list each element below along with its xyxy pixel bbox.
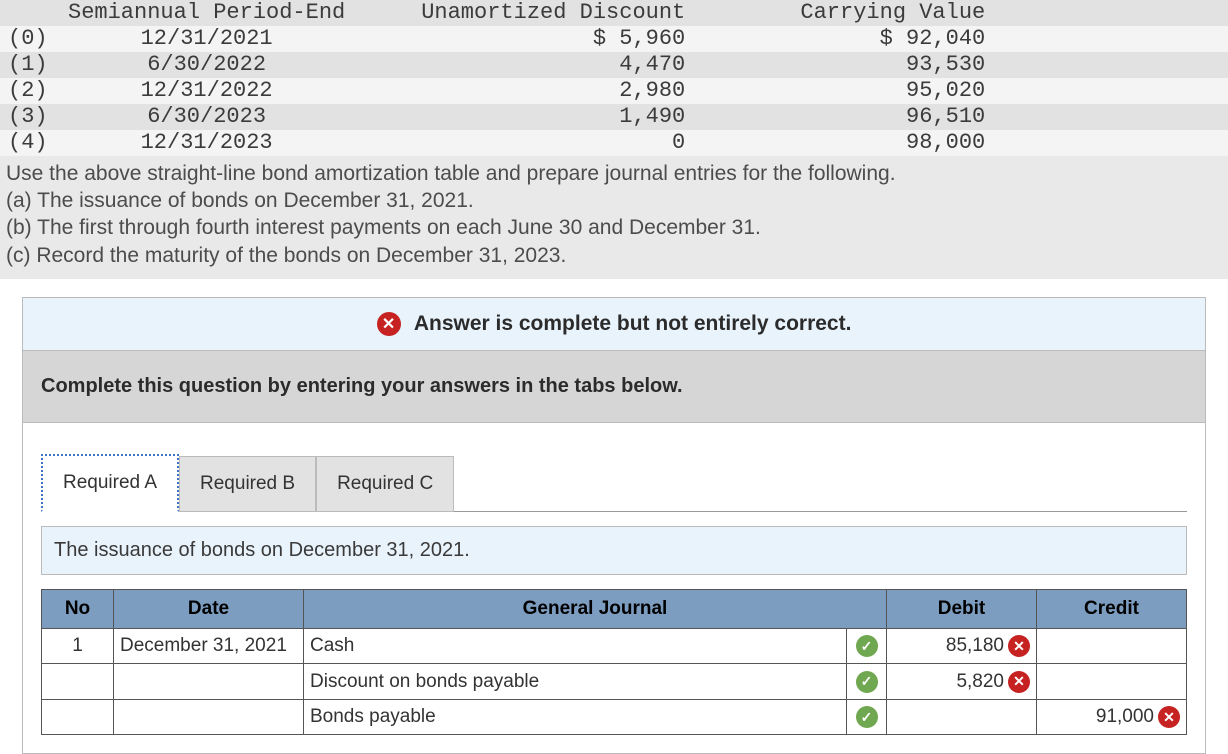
tab-required-c[interactable]: Required C [316, 456, 454, 512]
amort-row: (4) 12/31/2023 0 98,000 [0, 130, 1228, 156]
journal-header-credit: Credit [1037, 589, 1187, 628]
journal-account[interactable]: Cash [304, 628, 847, 664]
question-b: (b) The first through fourth interest pa… [6, 214, 1222, 241]
question-a: (a) The issuance of bonds on December 31… [6, 187, 1222, 214]
journal-debit[interactable]: 5,820✕ [887, 664, 1037, 700]
amortization-section: Semiannual Period-End Unamortized Discou… [0, 0, 1228, 156]
x-icon: ✕ [1158, 706, 1180, 728]
status-message: Answer is complete but not entirely corr… [414, 312, 852, 335]
journal-credit[interactable] [1037, 664, 1187, 700]
check-icon: ✓ [856, 671, 878, 693]
journal-credit[interactable] [1037, 628, 1187, 664]
status-bar: ✕ Answer is complete but not entirely co… [23, 298, 1205, 351]
journal-wrap: No Date General Journal Debit Credit 1 D… [41, 589, 1187, 736]
journal-header-no: No [42, 589, 114, 628]
amort-idx: (0) [0, 26, 60, 52]
check-icon: ✓ [856, 706, 878, 728]
amortization-table: Semiannual Period-End Unamortized Discou… [0, 0, 1228, 156]
tab-required-b[interactable]: Required B [179, 456, 316, 512]
journal-header-date: Date [114, 589, 304, 628]
journal-date[interactable] [114, 699, 304, 735]
journal-header-row: No Date General Journal Debit Credit [42, 589, 1187, 628]
amort-row: (2) 12/31/2022 2,980 95,020 [0, 78, 1228, 104]
debit-value: 5,820 [956, 671, 1004, 693]
tab-description: The issuance of bonds on December 31, 20… [41, 526, 1187, 575]
amort-header-ud: Unamortized Discount [353, 0, 693, 26]
question-c: (c) Record the maturity of the bonds on … [6, 242, 1222, 269]
answer-panel: ✕ Answer is complete but not entirely co… [22, 297, 1206, 754]
amort-row: (1) 6/30/2022 4,470 93,530 [0, 52, 1228, 78]
journal-header-debit: Debit [887, 589, 1037, 628]
journal-date[interactable] [114, 664, 304, 700]
x-icon: ✕ [1008, 635, 1030, 657]
amort-header-cv: Carrying Value [693, 0, 993, 26]
account-validation: ✓ [847, 699, 887, 735]
journal-row: Bonds payable ✓ 91,000✕ [42, 699, 1187, 735]
journal-row: Discount on bonds payable ✓ 5,820✕ [42, 664, 1187, 700]
amort-row: (3) 6/30/2023 1,490 96,510 [0, 104, 1228, 130]
amort-header-period: Semiannual Period-End [60, 0, 353, 26]
amort-row: (0) 12/31/2021 $ 5,960 $ 92,040 [0, 26, 1228, 52]
question-intro: Use the above straight-line bond amortiz… [6, 160, 1222, 187]
journal-account[interactable]: Bonds payable [304, 699, 847, 735]
question-text: Use the above straight-line bond amortiz… [0, 156, 1228, 279]
account-validation: ✓ [847, 628, 887, 664]
amort-cv: $ 92,040 [693, 26, 993, 52]
journal-no[interactable]: 1 [42, 628, 114, 664]
journal-account[interactable]: Discount on bonds payable [304, 664, 847, 700]
journal-debit[interactable]: 85,180✕ [887, 628, 1037, 664]
journal-header-gj: General Journal [304, 589, 887, 628]
tab-required-a[interactable]: Required A [41, 454, 179, 512]
journal-no[interactable] [42, 699, 114, 735]
x-icon: ✕ [1008, 671, 1030, 693]
x-icon: ✕ [377, 312, 401, 336]
debit-value: 85,180 [946, 635, 1004, 657]
tabs-row: Required A Required B Required C [23, 423, 1205, 511]
instruction-bar: Complete this question by entering your … [23, 351, 1205, 423]
journal-row: 1 December 31, 2021 Cash ✓ 85,180✕ [42, 628, 1187, 664]
journal-credit[interactable]: 91,000✕ [1037, 699, 1187, 735]
amort-header-row: Semiannual Period-End Unamortized Discou… [0, 0, 1228, 26]
journal-debit[interactable] [887, 699, 1037, 735]
journal-date[interactable]: December 31, 2021 [114, 628, 304, 664]
account-validation: ✓ [847, 664, 887, 700]
amort-ud: $ 5,960 [353, 26, 693, 52]
journal-table: No Date General Journal Debit Credit 1 D… [41, 589, 1187, 736]
check-icon: ✓ [856, 635, 878, 657]
credit-value: 91,000 [1096, 706, 1154, 728]
journal-no[interactable] [42, 664, 114, 700]
amort-period: 12/31/2021 [60, 26, 353, 52]
